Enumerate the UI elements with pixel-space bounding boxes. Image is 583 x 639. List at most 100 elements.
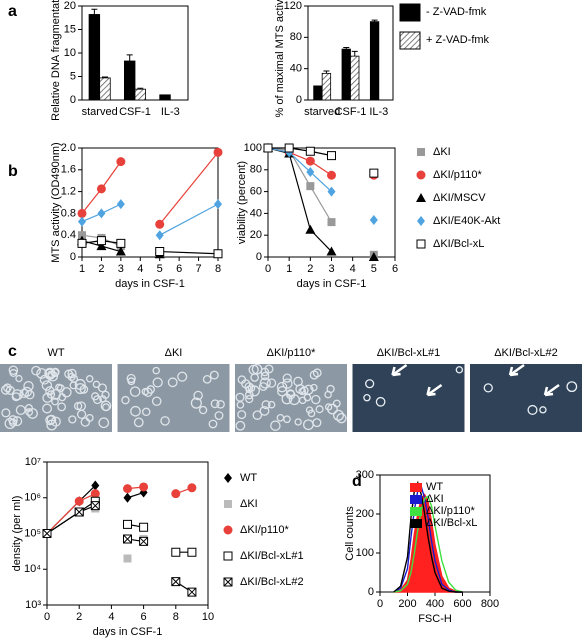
point bbox=[42, 529, 52, 538]
legend-marker bbox=[223, 577, 233, 587]
cell bbox=[455, 366, 464, 374]
point bbox=[305, 156, 315, 166]
cell bbox=[237, 410, 247, 420]
x-tick-label: CSF-1 bbox=[335, 106, 367, 118]
cell bbox=[141, 407, 151, 417]
y-tick-label: 10³ bbox=[25, 599, 41, 611]
y-tick-label: 0 bbox=[256, 251, 262, 263]
point bbox=[123, 484, 132, 494]
error-bar bbox=[343, 47, 350, 50]
point bbox=[305, 224, 316, 234]
y-tick-label: 2.0 bbox=[61, 142, 76, 154]
line bbox=[81, 203, 219, 236]
x-axis-label: days in CSF-1 bbox=[93, 626, 163, 638]
cell bbox=[44, 367, 56, 379]
bar bbox=[341, 48, 351, 101]
y-tick-label: 0.8 bbox=[61, 207, 76, 219]
line bbox=[268, 148, 374, 255]
cell bbox=[121, 395, 130, 405]
point bbox=[97, 208, 106, 219]
cell bbox=[39, 374, 50, 385]
legend-label: WT bbox=[240, 472, 257, 484]
error-bar bbox=[323, 70, 330, 74]
bar bbox=[99, 77, 111, 101]
x-tick-label: 10 bbox=[202, 611, 214, 623]
line bbox=[268, 148, 374, 220]
cell bbox=[45, 386, 55, 396]
y-tick-label: 0 bbox=[368, 586, 374, 598]
point bbox=[116, 199, 125, 210]
cell bbox=[375, 396, 386, 407]
cell bbox=[244, 390, 254, 400]
y-tick-label: 10 bbox=[64, 47, 76, 59]
cell bbox=[12, 416, 23, 427]
cell bbox=[266, 378, 277, 388]
point bbox=[123, 492, 132, 503]
legend-label: - Z-VAD-fmk bbox=[426, 6, 487, 18]
x-tick-label: 600 bbox=[453, 598, 471, 610]
bar bbox=[313, 85, 323, 101]
y-tick-label: 80 bbox=[250, 164, 262, 176]
point bbox=[116, 238, 126, 248]
y-tick-label: 100 bbox=[356, 547, 374, 559]
x-axis-label: days in CSF-1 bbox=[115, 278, 185, 290]
bar bbox=[124, 60, 136, 101]
cell bbox=[209, 370, 219, 380]
cell bbox=[327, 403, 338, 415]
cell bbox=[25, 408, 34, 417]
point bbox=[327, 170, 336, 180]
cell bbox=[264, 364, 274, 374]
cell bbox=[276, 381, 288, 393]
cell bbox=[4, 417, 16, 430]
x-tick-label: 0 bbox=[377, 598, 383, 610]
cell bbox=[326, 384, 335, 394]
y-tick-label: 20 bbox=[250, 229, 262, 241]
legend-marker bbox=[223, 551, 233, 561]
x-tick-label: 8 bbox=[215, 263, 221, 275]
legend-label: ΔKI/E40K-Akt bbox=[433, 215, 500, 227]
y-tick-label: 0 bbox=[296, 94, 302, 106]
cell bbox=[36, 368, 48, 379]
x-tick-label: 400 bbox=[426, 598, 444, 610]
point bbox=[155, 219, 165, 229]
cell bbox=[130, 405, 141, 417]
cell bbox=[25, 404, 33, 412]
cell bbox=[259, 377, 271, 389]
y-tick-label: 10⁶ bbox=[24, 492, 41, 504]
line bbox=[46, 500, 192, 553]
cell bbox=[57, 402, 67, 412]
point bbox=[96, 241, 107, 251]
cell bbox=[302, 419, 314, 431]
panel-label: d bbox=[352, 473, 362, 490]
cell bbox=[285, 389, 296, 400]
x-tick-label: 3 bbox=[328, 263, 334, 275]
micrograph-label: WT bbox=[47, 347, 64, 359]
y-tick-label: 1.2 bbox=[61, 186, 76, 198]
cell bbox=[312, 368, 322, 378]
point bbox=[327, 186, 336, 197]
cell bbox=[235, 420, 246, 431]
point bbox=[123, 554, 132, 563]
cell bbox=[152, 377, 163, 388]
point bbox=[369, 214, 378, 225]
x-tick-label: 800 bbox=[481, 598, 499, 610]
cell bbox=[97, 383, 107, 393]
point bbox=[187, 587, 197, 597]
cell bbox=[92, 380, 101, 389]
cell bbox=[129, 386, 141, 397]
legend-marker bbox=[224, 473, 232, 483]
x-tick-label: 2 bbox=[307, 263, 313, 275]
y-tick-label: 10⁴ bbox=[24, 563, 41, 575]
error-bar bbox=[351, 50, 358, 57]
point bbox=[116, 157, 126, 167]
bar bbox=[369, 21, 380, 101]
cell bbox=[126, 373, 136, 384]
legend-label: ΔKI/Bcl-xL bbox=[433, 238, 484, 250]
legend-label: ΔKI/p110* bbox=[426, 505, 475, 517]
cell bbox=[566, 381, 578, 393]
cell bbox=[252, 410, 263, 420]
point bbox=[305, 146, 315, 156]
point bbox=[90, 501, 100, 511]
point bbox=[171, 577, 181, 587]
plot-frame bbox=[267, 147, 396, 258]
